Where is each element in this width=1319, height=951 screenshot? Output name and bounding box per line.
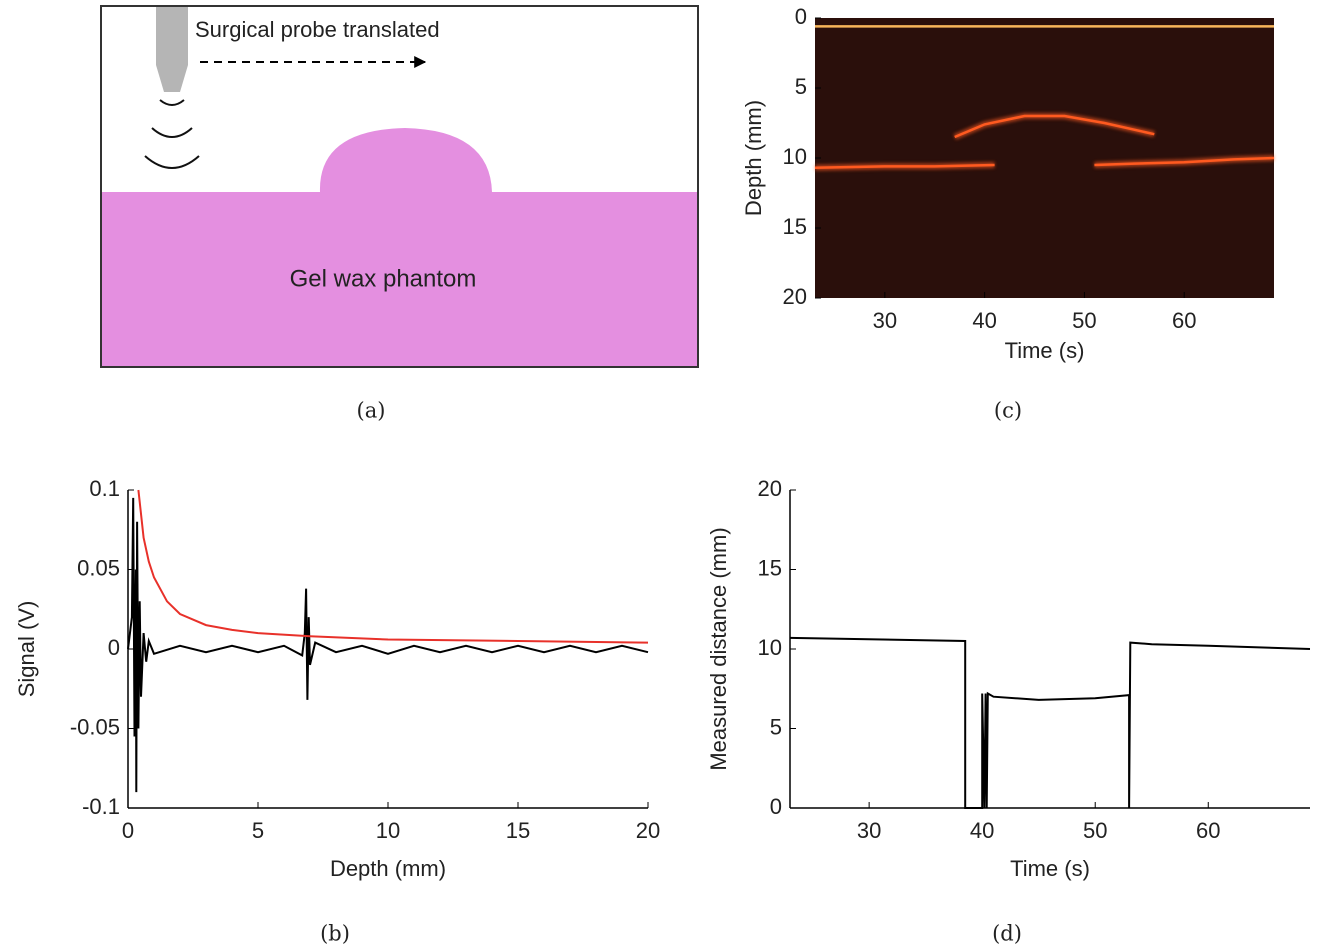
phantom-label: Gel wax phantom <box>290 265 477 292</box>
x-tick-label: 40 <box>972 308 996 333</box>
y-tick-label: -0.05 <box>70 714 120 739</box>
x-tick-label: 40 <box>970 818 994 843</box>
x-tick-label: 5 <box>252 818 264 843</box>
x-tick-label: 30 <box>873 308 897 333</box>
series-line <box>127 497 649 793</box>
probe <box>156 7 188 92</box>
wave-arcs <box>144 99 200 169</box>
y-tick-label: 0.05 <box>77 555 120 580</box>
x-tick-label: 20 <box>636 818 660 843</box>
diagram: Surgical probe translated Gel wax phanto… <box>100 5 699 423</box>
x-tick-label: 0 <box>122 818 134 843</box>
caption: (b) <box>320 922 350 946</box>
x-tick-label: 15 <box>506 818 530 843</box>
caption: (d) <box>992 922 1022 946</box>
y-axis-label: Measured distance (mm) <box>706 527 731 770</box>
image-background <box>815 18 1274 298</box>
x-axis-label: Time (s) <box>1005 338 1085 363</box>
series-line <box>137 489 649 644</box>
chart: 0 5 10 15 20 30 40 50 60 Time (s) Measured distanc… <box>706 476 1311 946</box>
series-line <box>789 636 1311 809</box>
y-tick-label: 10 <box>758 635 782 660</box>
y-tick-label: 0 <box>108 635 120 660</box>
echo-line <box>814 163 995 170</box>
x-tick-label: 60 <box>1172 308 1196 333</box>
x-tick-label: 30 <box>857 818 881 843</box>
chart: -0.1 -0.05 0 0.05 0.1 0 5 10 15 20 Depth (mm) Signa… <box>14 476 660 946</box>
y-tick-label: 20 <box>758 476 782 501</box>
y-axis-label: Signal (V) <box>14 601 39 698</box>
y-tick-label: 15 <box>758 555 782 580</box>
y-tick-label: -0.1 <box>82 794 120 819</box>
chart: 0 5 10 15 20 30 40 50 60 Time (s) Depth (mm) (c) <box>741 4 1275 423</box>
x-axis-label: Depth (mm) <box>330 856 446 881</box>
phantom <box>102 128 697 366</box>
x-tick-label: 10 <box>376 818 400 843</box>
probe-label: Surgical probe translated <box>195 17 440 42</box>
y-tick-label: 20 <box>783 284 807 309</box>
y-tick-label: 0 <box>795 4 807 29</box>
y-tick-label: 10 <box>783 144 807 169</box>
echo-line <box>954 114 1155 139</box>
y-axis-label: Depth (mm) <box>741 100 766 216</box>
caption: (a) <box>357 399 386 423</box>
x-tick-label: 50 <box>1072 308 1096 333</box>
y-tick-label: 15 <box>783 214 807 239</box>
x-tick-label: 50 <box>1083 818 1107 843</box>
y-tick-label: 5 <box>795 74 807 99</box>
caption: (c) <box>994 399 1022 423</box>
y-tick-label: 0.1 <box>89 476 120 501</box>
echo-line <box>1094 156 1275 167</box>
y-tick-label: 5 <box>770 714 782 739</box>
x-axis-label: Time (s) <box>1010 856 1090 881</box>
y-tick-label: 0 <box>770 794 782 819</box>
x-tick-label: 60 <box>1196 818 1220 843</box>
